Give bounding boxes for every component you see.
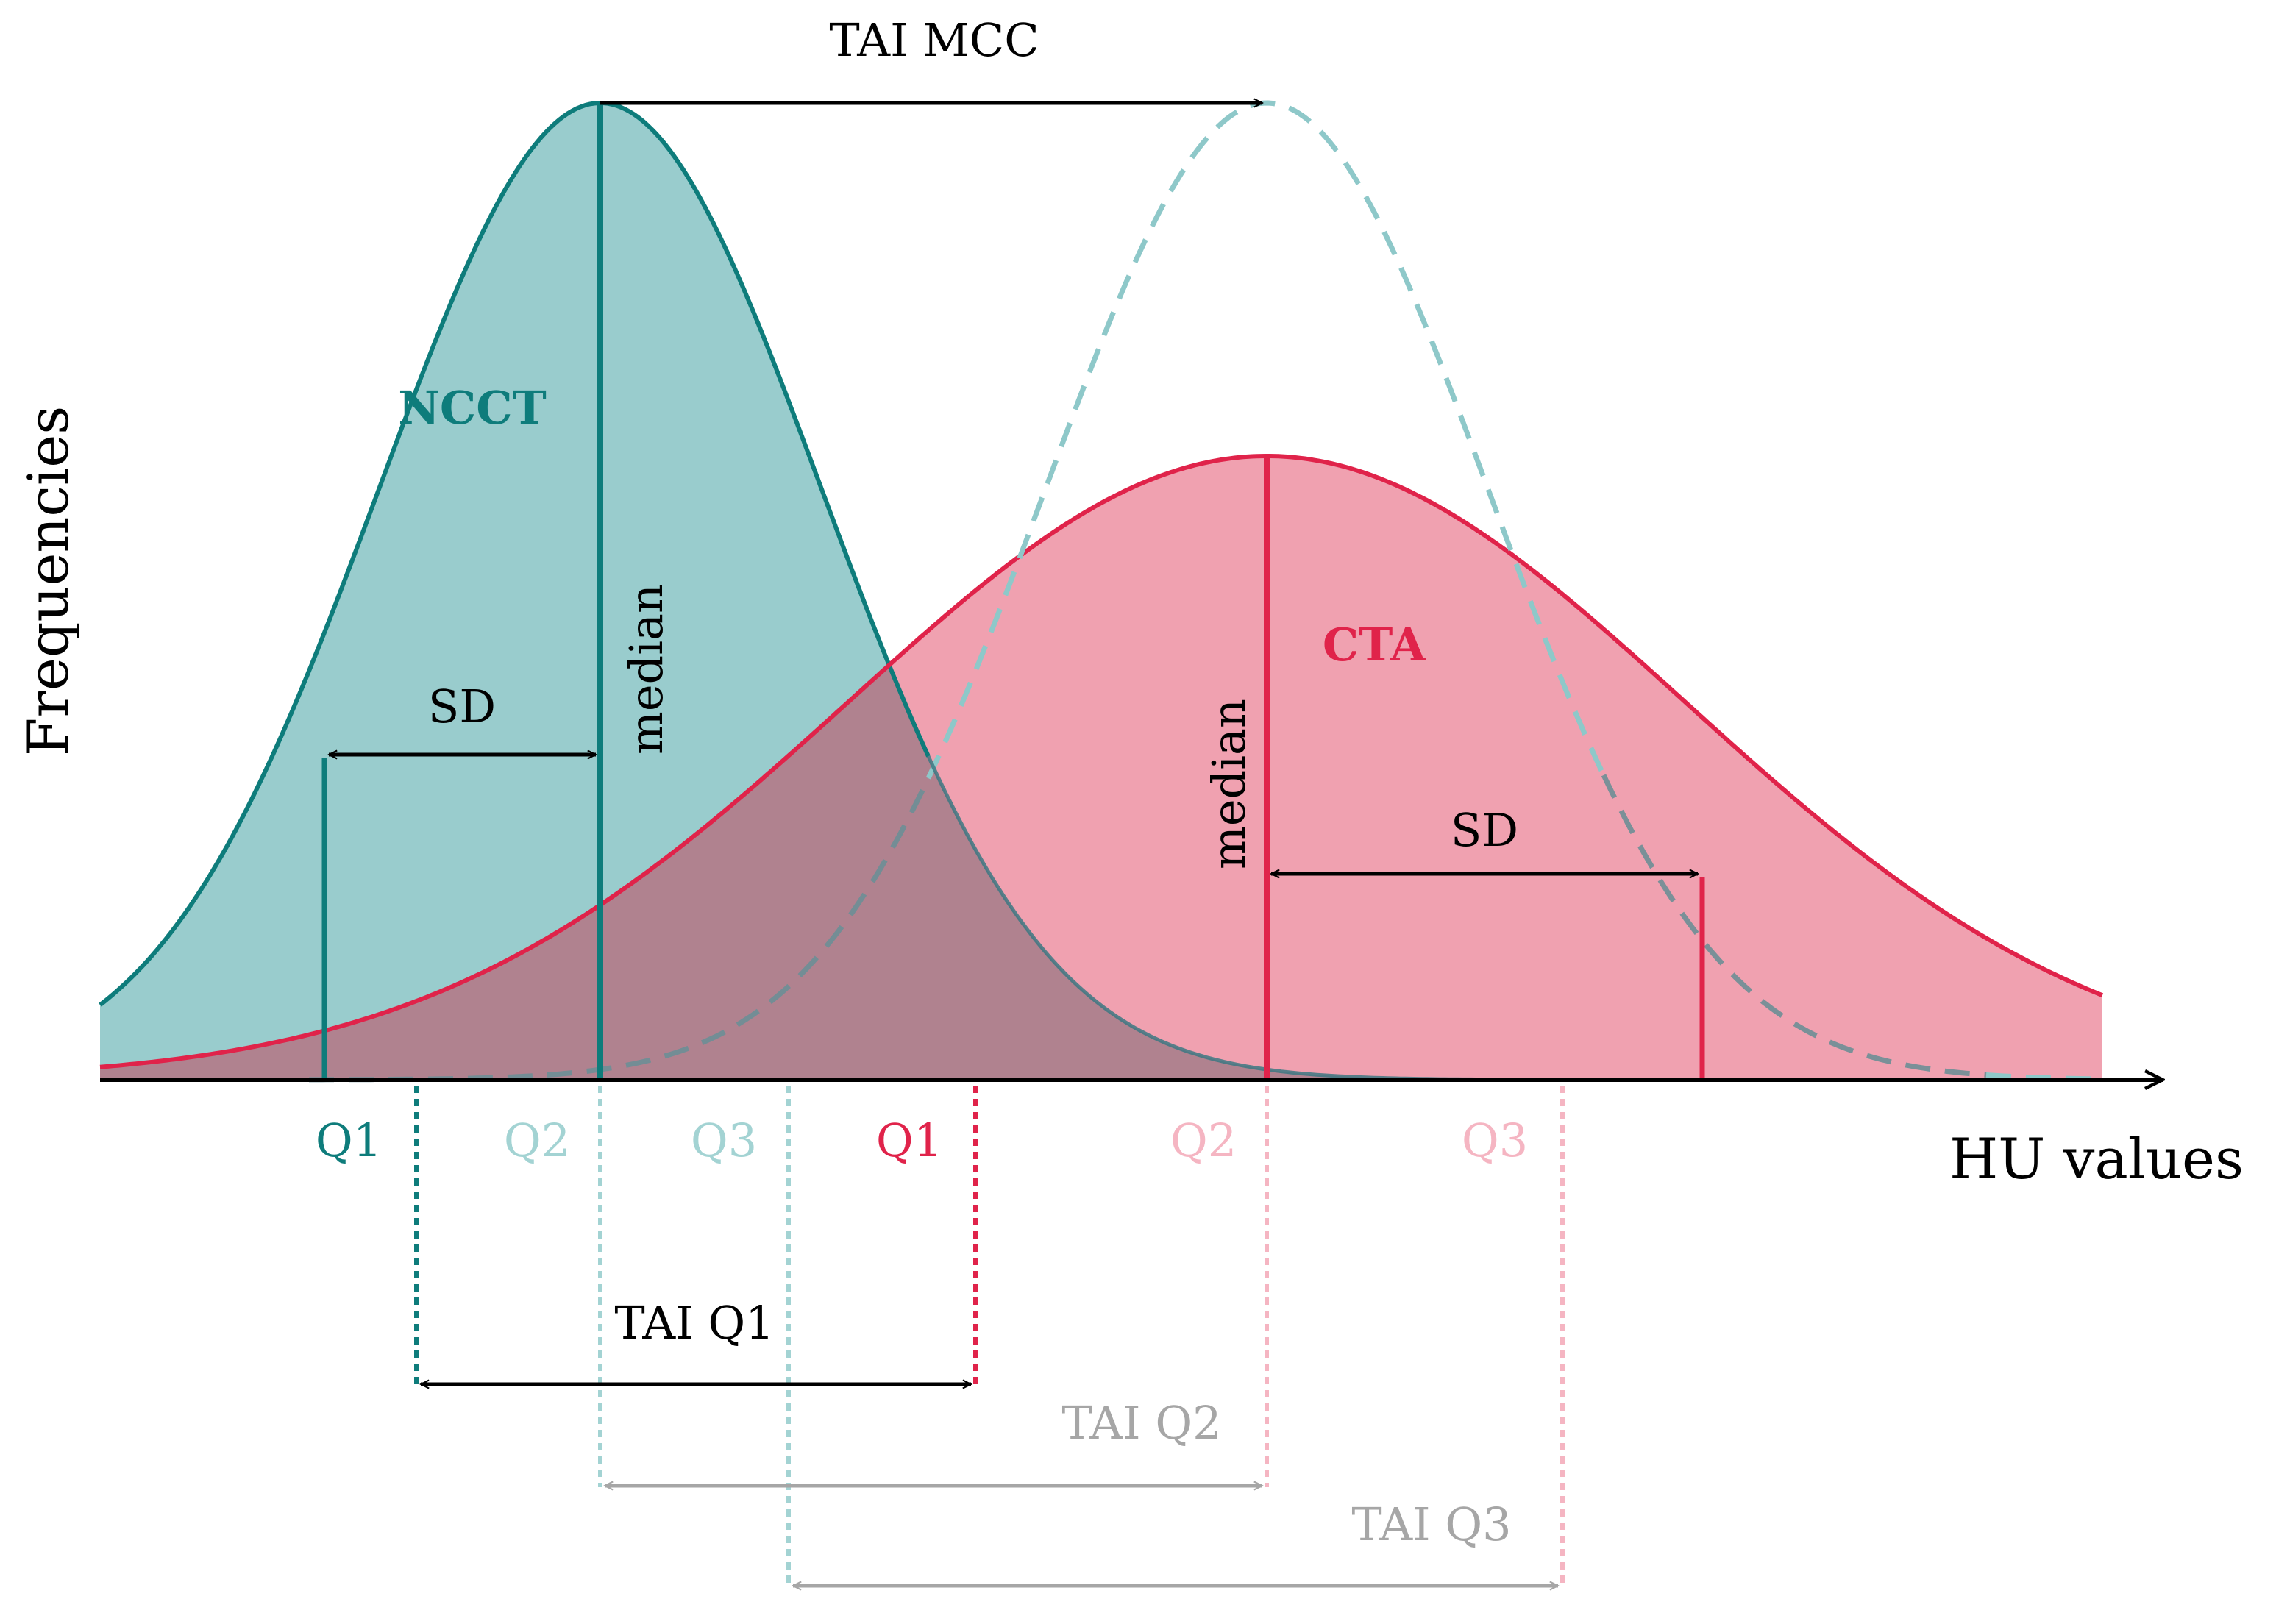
- tai-q2-label: TAI Q2: [1061, 1396, 1221, 1450]
- ncct-q2-label: Q2: [504, 1114, 570, 1167]
- cta-median-label: median: [1202, 699, 1256, 869]
- tai-mcc-label: TAI MCC: [829, 13, 1039, 67]
- cta-q1-label: Q1: [876, 1114, 942, 1167]
- ncct-q3-label: Q3: [691, 1114, 757, 1167]
- ncct-median-label: median: [619, 584, 673, 755]
- cta-label: CTA: [1323, 618, 1426, 672]
- cta-q3-label: Q3: [1462, 1114, 1528, 1167]
- ncct-q1-label: Q1: [316, 1114, 382, 1167]
- tai-q3-label: TAI Q3: [1351, 1497, 1511, 1551]
- x-axis-label: HU values: [1949, 1126, 2244, 1192]
- ncct-label: NCCT: [398, 381, 547, 435]
- tai-q1-label: TAI Q1: [614, 1296, 774, 1350]
- ncct-distribution-curve: [99, 100, 931, 1007]
- cta-sd-label: SD: [1451, 803, 1518, 857]
- y-axis-label: Frequencies: [15, 406, 81, 756]
- ncct-sd-label: SD: [428, 680, 496, 733]
- cta-q2-label: Q2: [1170, 1114, 1237, 1167]
- cta-distribution-curve: [99, 454, 2104, 1069]
